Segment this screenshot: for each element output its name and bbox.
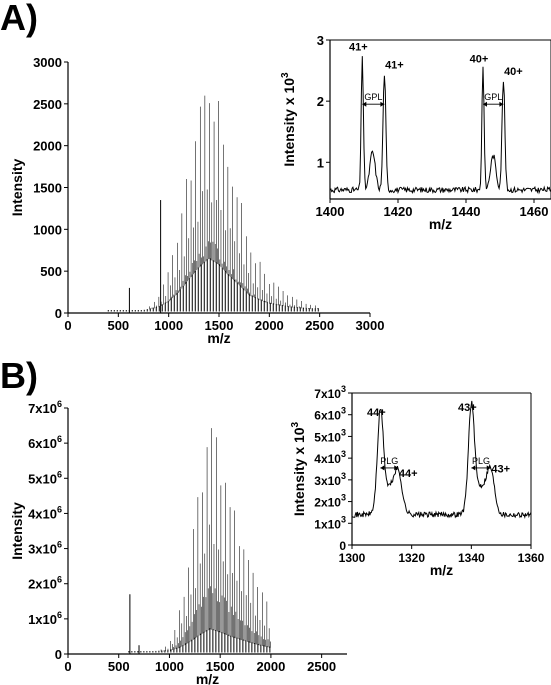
y-tick-label: 1x106 (28, 610, 62, 627)
x-tick-label: 1360 (518, 551, 545, 565)
panel-letter-a: A) (0, 0, 38, 38)
arrow-head-right (486, 465, 491, 471)
peak-charge-label: 41+ (385, 60, 404, 72)
x-tick-label: 2000 (256, 659, 285, 674)
separation-label: PLG (380, 456, 398, 466)
y-tick-label: 7x103 (314, 384, 346, 401)
x-tick-label: 1000 (154, 318, 183, 333)
spectrum-baseline (128, 628, 271, 653)
arrow-head-right (499, 101, 504, 107)
y-tick-label: 2x103 (314, 493, 346, 510)
y-tick-label: 4x106 (28, 504, 62, 521)
arrow-head-right (380, 101, 385, 107)
x-axis-label: m/z (430, 562, 453, 578)
y-tick-label: 3000 (33, 55, 62, 70)
peak-charge-label: 44+ (367, 407, 386, 419)
y-tick-label: 500 (40, 264, 62, 279)
peak-charge-label: 43+ (491, 464, 510, 476)
y-tick-label: 4x103 (314, 449, 346, 466)
inset-spectrum-line (351, 400, 532, 520)
chart-a-inset: 1400 1420 1440 1460 1 2 3 m/z Intensity x 103 41+… (280, 33, 551, 232)
separation-label: GPL (484, 92, 502, 102)
x-tick-label: 1500 (205, 318, 234, 333)
y-tick-label: 0 (339, 539, 346, 553)
y-tick-label: 6x106 (28, 434, 62, 451)
x-tick-label: 2500 (307, 659, 336, 674)
y-tick-label: 7x106 (28, 399, 62, 416)
y-tick-label: 5x103 (314, 427, 346, 444)
arrow-head-left (483, 101, 487, 107)
spectrum-baseline (107, 258, 319, 312)
x-tick-label: 2500 (305, 318, 334, 333)
x-tick-label: 1320 (398, 551, 425, 565)
x-axis-label: m/z (196, 671, 219, 685)
y-tick-label: 1000 (33, 222, 62, 237)
y-axis-label: Intensity (9, 159, 25, 217)
separation-label: GPL (364, 92, 382, 102)
x-tick-label: 1340 (458, 551, 485, 565)
chart-b-main: 0 500 1000 1500 2000 2500 0 1x106 2x106 3x106 4x10… (9, 399, 347, 685)
x-tick-label: 1440 (452, 204, 481, 219)
arrow-head-left (471, 465, 476, 471)
x-tick-label: 0 (64, 318, 71, 333)
x-tick-label: 1400 (316, 204, 345, 219)
y-tick-label: 1500 (33, 181, 62, 196)
chart-a-main: 0 500 1000 1500 2000 2500 3000 0 500 1000 1500 2000… (9, 55, 384, 346)
x-tick-label: 1000 (155, 659, 184, 674)
y-axis-label: Intensity (9, 502, 25, 560)
peak-charge-label: 40+ (470, 54, 489, 66)
y-tick-label: 3x106 (28, 540, 62, 557)
panel-letter-b: B) (0, 355, 38, 396)
x-tick-label: 1300 (339, 551, 366, 565)
y-axis-label: Intensity x 103 (280, 72, 297, 167)
y-tick-label: 6x103 (314, 406, 346, 423)
y-tick-label: 2x106 (28, 575, 62, 592)
y-tick-label: 2 (317, 94, 324, 109)
spectrum-peaks (160, 428, 271, 652)
x-tick-label: 2000 (255, 318, 284, 333)
y-tick-label: 2000 (33, 139, 62, 154)
y-tick-label: 1x103 (314, 514, 346, 531)
x-axis-label: m/z (429, 216, 452, 232)
x-tick-label: 500 (108, 659, 130, 674)
x-tick-label: 3000 (356, 318, 385, 333)
x-tick-label: 1420 (384, 204, 413, 219)
arrow-head-right (394, 465, 399, 471)
arrow-head-left (380, 465, 385, 471)
y-axis-label: Intensity x 103 (290, 421, 307, 516)
separation-label: PLG (472, 456, 490, 466)
arrow-head-left (362, 101, 367, 107)
x-tick-label: 1500 (206, 659, 235, 674)
x-tick-label: 0 (64, 659, 71, 674)
x-tick-label: 1460 (520, 204, 549, 219)
y-tick-label: 3x103 (314, 471, 346, 488)
x-axis-label: m/z (207, 330, 230, 346)
y-tick-label: 5x106 (28, 469, 62, 486)
y-tick-label: 0 (55, 306, 62, 321)
inset-spectrum-line (329, 56, 551, 195)
peak-charge-label: 41+ (349, 41, 368, 53)
chart-b-inset: 1300 1320 1340 1360 0 1x103 2x103 3x103 4x103 5x1… (290, 384, 545, 578)
y-tick-label: 1 (317, 155, 324, 170)
peak-charge-label: 43+ (458, 402, 477, 414)
y-tick-label: 3 (317, 33, 324, 48)
peak-charge-label: 44+ (399, 468, 418, 480)
y-tick-label: 0 (55, 647, 62, 662)
peak-charge-label: 40+ (504, 66, 523, 78)
y-tick-label: 2500 (33, 97, 62, 112)
x-tick-label: 500 (107, 318, 129, 333)
